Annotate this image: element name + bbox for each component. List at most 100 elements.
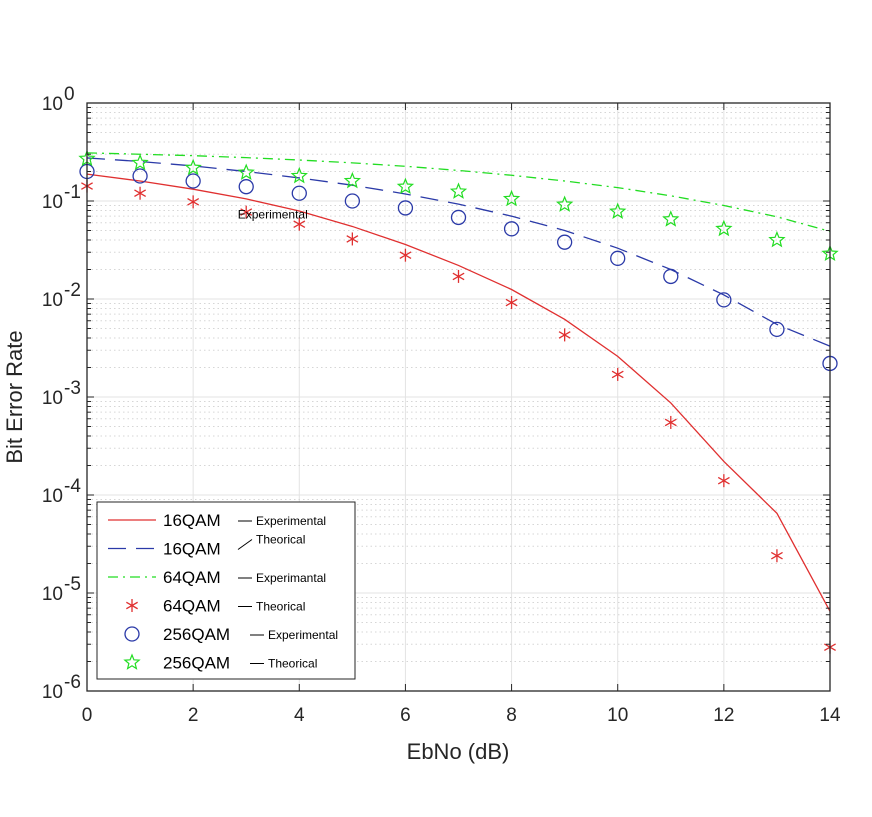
- data-point-5-5: [343, 171, 362, 189]
- y-tick-label-3: 10: [42, 388, 63, 409]
- x-tick-label-1: 2: [188, 705, 199, 726]
- data-point-5-8: [502, 189, 521, 207]
- legend-item-5: 256QAM Theorical: [123, 653, 317, 673]
- x-tick-label-7: 14: [819, 705, 841, 726]
- x-axis-label: EbNo (dB): [407, 739, 510, 764]
- plot-annotation-0: Experimental: [238, 208, 308, 222]
- y-tick-exponent-5: -1: [64, 182, 81, 203]
- y-tick-exponent-0: -6: [64, 672, 81, 693]
- series-0: [86, 173, 831, 612]
- legend-label-4: 256QAM: [163, 625, 230, 644]
- data-point-3-7: [452, 269, 465, 283]
- series-1: [86, 157, 831, 347]
- legend-swatch-5: [123, 653, 141, 670]
- data-point-3-4: [293, 217, 306, 231]
- legend-annotation-4: Experimental: [268, 628, 338, 642]
- legend-swatch-3: [126, 599, 138, 612]
- legend-swatch-4: [124, 626, 140, 642]
- data-point-4-1: [132, 168, 148, 184]
- legend-label-1: 16QAM: [163, 540, 221, 559]
- data-point-5-9: [555, 195, 574, 212]
- data-point-4-5: [344, 193, 361, 209]
- series-3: [81, 179, 836, 654]
- data-point-3-11: [664, 415, 677, 429]
- data-point-3-3: [240, 205, 253, 219]
- data-point-4-9: [556, 234, 573, 250]
- legend-callout-1: [237, 539, 253, 550]
- legend-label-2: 64QAM: [163, 568, 221, 587]
- x-tick-label-4: 8: [506, 705, 517, 726]
- y-tick-label-2: 10: [42, 486, 63, 507]
- data-point-5-7: [449, 182, 468, 199]
- data-point-5-12: [715, 219, 733, 237]
- legend-annotation-0: Experimental: [256, 514, 326, 528]
- data-point-3-1: [134, 186, 147, 200]
- data-point-5-11: [662, 210, 680, 227]
- legend-box: [96, 501, 356, 680]
- chart-annotations: Experimental: [238, 208, 308, 222]
- data-point-4-6: [397, 200, 414, 216]
- data-point-3-10: [611, 367, 624, 381]
- legend-annotation-3: Theorical: [256, 600, 305, 614]
- series-line-1: [86, 157, 831, 347]
- x-tick-label-6: 12: [713, 705, 734, 726]
- legend-label-0: 16QAM: [163, 511, 221, 530]
- data-point-5-10: [609, 202, 627, 219]
- data-point-3-12: [717, 474, 730, 488]
- y-tick-label-5: 10: [42, 192, 63, 213]
- legend-annotation-1: Theorical: [256, 533, 305, 547]
- legend-item-4: 256QAM Experimental: [124, 625, 338, 644]
- data-point-4-13: [769, 321, 785, 338]
- series-line-0: [86, 173, 831, 612]
- legend-item-3: 64QAM Theorical: [126, 597, 305, 616]
- data-point-4-12: [716, 292, 732, 308]
- data-point-5-13: [768, 230, 786, 248]
- legend-item-0: 16QAM Experimental: [108, 511, 326, 530]
- data-point-4-4: [291, 185, 307, 201]
- y-tick-label-4: 10: [42, 290, 63, 311]
- data-point-4-8: [503, 221, 520, 237]
- legend-annotation-2: Experimantal: [256, 571, 326, 585]
- data-point-4-3: [238, 179, 254, 195]
- plot-series: [78, 149, 839, 654]
- y-tick-label-6: 10: [42, 94, 63, 115]
- series-5: [78, 149, 839, 262]
- data-point-4-11: [663, 268, 679, 285]
- x-tick-label-5: 10: [607, 705, 628, 726]
- x-tick-label-3: 6: [400, 705, 411, 726]
- legend-item-2: 64QAM Experimantal: [108, 568, 326, 587]
- data-point-3-9: [558, 328, 571, 342]
- y-tick-exponent-1: -5: [64, 574, 81, 595]
- series-4: [79, 163, 838, 372]
- y-tick-exponent-3: -3: [64, 378, 81, 399]
- data-point-3-6: [399, 248, 412, 262]
- y-tick-label-1: 10: [42, 584, 63, 605]
- legend-annotation-5: Theorical: [268, 657, 317, 671]
- legend-label-3: 64QAM: [163, 597, 221, 616]
- grid: [86, 102, 831, 692]
- x-tick-label-0: 0: [82, 705, 93, 726]
- x-tick-label-2: 4: [294, 705, 305, 726]
- legend: 16QAM Experimental 16QAM Theorical 64QAM Expe…: [96, 501, 356, 680]
- data-point-4-2: [185, 173, 201, 189]
- data-point-3-13: [770, 549, 783, 563]
- y-axis-label: Bit Error Rate: [2, 330, 27, 463]
- data-point-4-10: [610, 250, 626, 266]
- data-point-5-2: [184, 158, 202, 176]
- data-point-3-2: [187, 195, 200, 209]
- y-tick-exponent-2: -4: [64, 476, 81, 497]
- data-point-3-8: [505, 296, 518, 310]
- y-tick-exponent-4: -2: [64, 280, 81, 301]
- y-tick-label-0: 10: [42, 682, 63, 703]
- data-point-5-6: [396, 177, 415, 195]
- data-point-3-5: [346, 232, 359, 246]
- data-point-5-4: [290, 166, 308, 184]
- data-point-4-7: [450, 209, 467, 226]
- data-point-5-1: [131, 153, 149, 171]
- legend-item-1: 16QAM Theorical: [108, 533, 305, 559]
- legend-label-5: 256QAM: [163, 654, 230, 673]
- series-line-2: [86, 152, 831, 232]
- series-2: [86, 152, 831, 232]
